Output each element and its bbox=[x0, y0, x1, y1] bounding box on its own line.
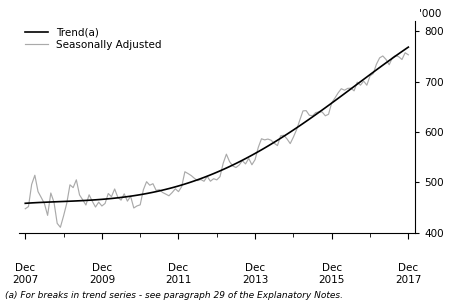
Legend: Trend(a), Seasonally Adjusted: Trend(a), Seasonally Adjusted bbox=[21, 23, 166, 54]
Text: Dec
2013: Dec 2013 bbox=[242, 263, 268, 285]
Text: (a) For breaks in trend series - see paragraph 29 of the Explanatory Notes.: (a) For breaks in trend series - see par… bbox=[5, 291, 343, 300]
Text: Dec
2015: Dec 2015 bbox=[319, 263, 345, 285]
Text: '000: '000 bbox=[419, 9, 441, 19]
Text: Dec
2009: Dec 2009 bbox=[89, 263, 115, 285]
Text: Dec
2007: Dec 2007 bbox=[12, 263, 38, 285]
Text: Dec
2017: Dec 2017 bbox=[395, 263, 421, 285]
Text: Dec
2011: Dec 2011 bbox=[165, 263, 192, 285]
